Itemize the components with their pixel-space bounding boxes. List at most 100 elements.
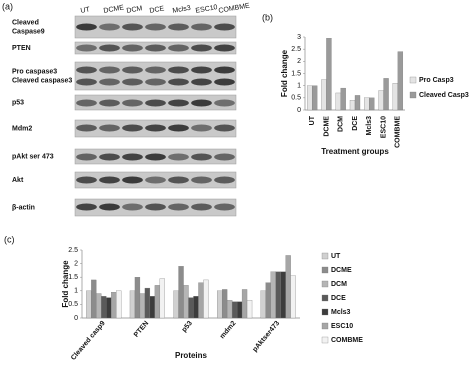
y-axis-title: Fold change xyxy=(61,260,70,308)
legend-label: DCM xyxy=(331,281,347,288)
blot-band xyxy=(99,78,120,86)
bar xyxy=(144,287,151,319)
panel-label: (c) xyxy=(4,234,15,244)
blot-band xyxy=(168,78,189,86)
blot-band xyxy=(122,66,143,74)
bar xyxy=(335,92,341,111)
bar xyxy=(340,87,346,111)
x-tick-label: Cleaved casp9 xyxy=(70,320,107,362)
bar xyxy=(154,285,161,319)
blot-band xyxy=(76,78,97,86)
blot-band xyxy=(99,44,120,52)
blot-band xyxy=(76,99,97,107)
blot-band xyxy=(168,153,189,161)
blot-band xyxy=(76,44,97,52)
blot-band xyxy=(191,153,212,161)
blot-band xyxy=(122,44,143,52)
blot-row-label: Mdm2 xyxy=(12,125,32,132)
blot-row-label: PTEN xyxy=(12,45,31,52)
x-tick-label: DCE xyxy=(352,116,359,131)
blot-band xyxy=(145,124,166,132)
bar xyxy=(111,292,117,319)
x-tick-label: pAktser473 xyxy=(252,320,282,353)
x-tick-label: PTEN xyxy=(133,320,150,339)
y-tick-label: 1.5 xyxy=(291,70,301,77)
y-tick-label: 2.5 xyxy=(291,46,301,53)
bar xyxy=(178,266,184,319)
bar xyxy=(326,38,332,111)
blot-strip xyxy=(74,61,237,91)
blot-band xyxy=(214,176,235,184)
blot-row-label: Akt xyxy=(12,177,24,184)
blot-band xyxy=(122,99,143,107)
blot-band xyxy=(145,203,166,211)
bar xyxy=(173,290,179,319)
blot-band xyxy=(145,66,166,74)
legend-label: COMBME xyxy=(331,337,363,344)
blot-band xyxy=(99,176,120,184)
x-tick-label: ESC10 xyxy=(380,116,387,138)
blot-band xyxy=(191,176,212,184)
x-tick-label: COMBME xyxy=(395,116,402,148)
bar xyxy=(139,293,146,319)
y-tick-label: 0.5 xyxy=(291,95,301,102)
bar xyxy=(285,255,291,319)
blot-band xyxy=(76,124,97,132)
blot-band xyxy=(168,203,189,211)
bar xyxy=(217,290,223,319)
bar xyxy=(265,282,271,319)
blot-band xyxy=(99,124,120,132)
lane-label: DCE xyxy=(149,5,165,15)
legend-label: UT xyxy=(331,253,341,260)
y-tick-label: 2 xyxy=(74,260,78,267)
bar xyxy=(129,290,136,319)
blot-row-label: Cleaved caspase3 xyxy=(12,77,72,84)
blot-band xyxy=(145,23,166,31)
blot-band xyxy=(145,153,166,161)
legend-label: Cleaved Casp3 xyxy=(419,92,469,99)
x-tick-label: UT xyxy=(309,115,316,125)
bar xyxy=(96,293,102,319)
blot-band xyxy=(76,153,97,161)
blot-band xyxy=(76,176,97,184)
bar xyxy=(149,296,156,319)
x-axis-title: Proteins xyxy=(175,351,208,360)
bar xyxy=(198,282,204,319)
blot-band xyxy=(76,203,97,211)
bar xyxy=(221,289,228,319)
bar xyxy=(369,97,375,111)
blot-band xyxy=(214,124,235,132)
bar xyxy=(101,296,107,319)
blot-band xyxy=(191,99,212,107)
blot-row-label: β-actin xyxy=(12,204,35,211)
bar xyxy=(311,85,318,111)
blot-band xyxy=(99,203,120,211)
blot-band xyxy=(214,66,235,74)
bar xyxy=(275,271,281,319)
lane-label: COMBME xyxy=(218,2,251,14)
blot-band xyxy=(214,153,235,161)
blot-band xyxy=(191,78,212,86)
y-tick-label: 2.5 xyxy=(68,247,78,254)
bar xyxy=(241,289,248,319)
lane-label: ESC10 xyxy=(195,4,218,15)
y-tick-label: 0.5 xyxy=(68,301,78,308)
blot-band xyxy=(76,23,97,31)
blot-band xyxy=(191,203,212,211)
legend-swatch xyxy=(321,252,329,260)
blot-band xyxy=(99,66,120,74)
bar xyxy=(364,97,370,111)
legend-swatch xyxy=(409,76,417,84)
blot-band xyxy=(168,99,189,107)
x-tick-label: Mcls3 xyxy=(366,116,373,136)
blot-band xyxy=(99,23,120,31)
bar xyxy=(306,85,313,111)
x-tick-label: DCME xyxy=(323,116,330,137)
bar xyxy=(226,300,233,319)
blot-row-label: pAkt ser 473 xyxy=(12,153,54,160)
y-tick-label: 3 xyxy=(297,34,301,41)
y-tick-label: 1 xyxy=(297,83,301,90)
blot-band xyxy=(145,44,166,52)
blot-band xyxy=(168,176,189,184)
